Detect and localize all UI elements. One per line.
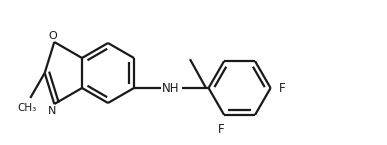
Text: F: F (279, 81, 285, 95)
Text: CH₃: CH₃ (18, 103, 37, 113)
Text: NH: NH (162, 81, 180, 95)
Text: O: O (48, 31, 57, 41)
Text: F: F (218, 123, 224, 136)
Text: N: N (48, 106, 57, 116)
